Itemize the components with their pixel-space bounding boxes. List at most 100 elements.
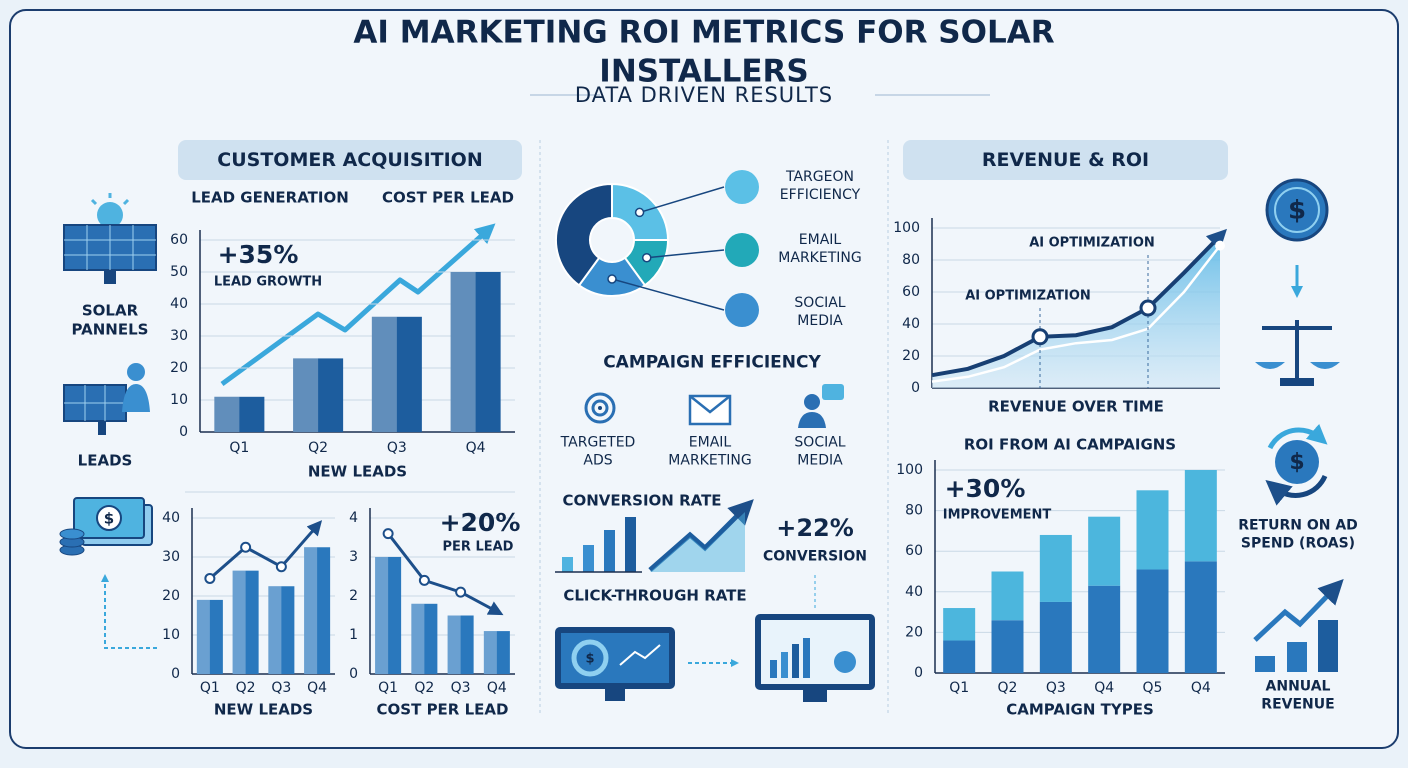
section-header: CUSTOMER ACQUISITION [178,140,522,180]
category-label: EMAIL MARKETING [778,232,861,266]
side-label: SOLAR PANNELS [71,301,149,338]
bar [447,615,474,674]
x-tick-label: Q3 [451,680,471,696]
line [931,228,1227,378]
y-tick-label: 40 [902,316,920,332]
bar-segment [1039,601,1072,673]
y-tick-label: 30 [162,549,180,565]
x-axis-label: REVENUE OVER TIME [988,398,1164,416]
bar-segment [991,620,1024,673]
solar-panel-icon [63,193,157,284]
y-tick-label: 60 [905,543,923,559]
conversion-change: +22% [776,514,854,542]
x-tick-label: Q1 [200,680,220,696]
x-axis-label: NEW LEADS [214,701,313,719]
y-tick-label: 40 [170,296,188,312]
campaign-item: SOCIAL MEDIA [794,434,846,469]
category-icon [725,293,759,327]
svg-text:$: $ [104,510,114,528]
x-tick-label: Q4 [1191,680,1211,696]
trend-line [208,520,323,580]
conversion-label: CONVERSION [763,548,867,565]
x-tick-label: Q2 [236,680,256,696]
x-tick-label: Q3 [271,680,291,696]
roi-icons: $ $ [1253,178,1344,672]
line [931,244,1221,383]
x-tick-label: Q4 [1094,680,1114,696]
bar [411,603,438,674]
y-tick-label: 30 [170,328,188,344]
bar-segment [1184,470,1217,562]
bar-segment [943,640,976,673]
annotation: AI OPTIMIZATION [965,289,1091,304]
bar-highlight [447,615,461,674]
bar-highlight [232,570,246,674]
x-tick-label: Q2 [308,440,328,456]
leads-icon [63,363,150,435]
bar [483,631,510,674]
y-tick-label: 3 [349,549,358,565]
sub-heading: COST PER LEAD [382,188,514,207]
x-tick-label: Q1 [378,680,398,696]
bar [196,599,223,674]
trend-line [386,532,504,616]
page-title: AI MARKETING ROI METRICS FOR SOLAR INSTA… [353,14,1055,89]
category-icon [725,170,759,204]
leader-dot [641,252,652,263]
trend-point [275,561,287,573]
money-icon: $ [59,497,157,649]
end-point [1215,240,1225,251]
x-axis-label: CAMPAIGN TYPES [1006,701,1154,719]
annotation: +30% [945,474,1026,503]
svg-text:$: $ [585,652,594,667]
bar-highlight [293,358,319,432]
y-tick-label: 40 [162,510,180,526]
trend-point [382,528,394,540]
leader-dot [634,207,645,218]
x-tick-label: Q4 [307,680,327,696]
conversion-graphic [555,499,816,610]
annotation-label: LEAD GROWTH [214,275,322,290]
y-tick-label: 0 [171,666,180,682]
x-tick-label: Q1 [229,440,249,456]
y-tick-label: 40 [905,584,923,600]
bar-segment [1136,569,1169,673]
leader-line [639,186,725,214]
y-tick-label: 20 [905,624,923,640]
y-tick-label: 0 [349,666,358,682]
bar [214,396,265,432]
y-tick-label: 80 [902,252,920,268]
x-tick-label: Q3 [1046,680,1066,696]
bar-highlight [375,557,389,674]
y-tick-label: 20 [162,588,180,604]
y-tick-label: 80 [905,503,923,519]
annotation: +35% [218,240,299,269]
bar-segment [1088,516,1121,586]
x-tick-label: Q3 [387,440,407,456]
bar [371,316,422,432]
leader-line [611,278,725,311]
campaign-item: EMAIL MARKETING [668,434,752,469]
category-label: TARGEON EFFICIENCY [780,169,861,203]
bar [375,557,402,674]
x-axis-label: COST PER LEAD [377,701,509,719]
trend-arrow [220,223,496,387]
y-tick-label: 1 [349,627,358,643]
bar [268,586,295,674]
y-tick-label: 20 [170,360,188,376]
x-axis-label: NEW LEADS [308,463,407,481]
annotation-label: PER LEAD [443,540,514,555]
area [932,236,1220,388]
bar-highlight [304,547,318,674]
highlight-point [1139,299,1157,317]
bar-segment [1088,585,1121,673]
side-label: LEADS [77,451,133,470]
page-subtitle: DATA DRIVEN RESULTS [574,82,834,107]
leader-dot [607,274,617,284]
chart-title: LEAD GENERATION [191,189,349,207]
bar-highlight [196,599,210,674]
y-tick-label: 10 [162,627,180,643]
bar-highlight [371,316,397,432]
